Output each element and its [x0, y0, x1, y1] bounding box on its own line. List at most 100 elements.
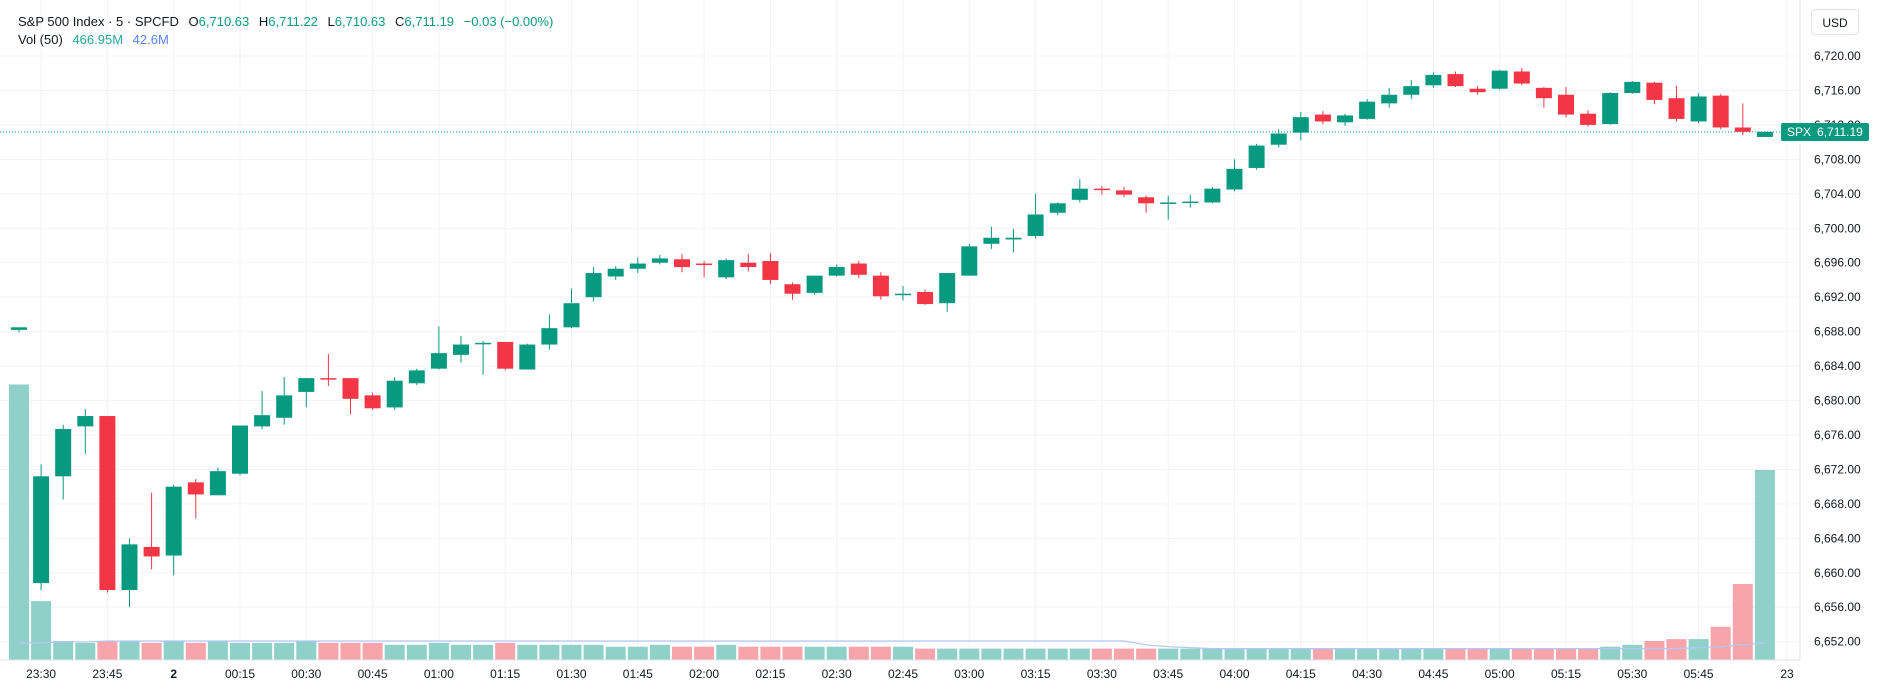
candle	[939, 273, 956, 312]
candle	[1624, 80, 1641, 94]
price-axis[interactable]: 6,652.00 6,656.00 6,660.00 6,664.00 6,668.00…	[1799, 0, 1861, 660]
candle	[187, 478, 204, 519]
time-tick-label: 04:45	[1418, 667, 1448, 681]
candle	[519, 343, 536, 370]
candle-body	[430, 353, 447, 369]
volume-bar	[473, 644, 494, 660]
volume-bar	[848, 646, 869, 660]
volume-bar	[340, 642, 361, 660]
volume-bar	[1003, 648, 1024, 660]
volume-bar	[318, 642, 339, 660]
candle	[430, 326, 447, 370]
candle-body	[165, 486, 182, 556]
candles	[11, 68, 1773, 608]
volume-bar	[605, 646, 626, 660]
candle	[828, 264, 845, 277]
volume-ma-line	[19, 640, 1765, 650]
price-tick-label: 6,680.00	[1814, 394, 1861, 408]
candle-body	[674, 259, 690, 268]
volume-bar	[1268, 648, 1289, 660]
candle-body	[983, 237, 1000, 244]
candle	[1359, 99, 1376, 120]
volume-bar	[915, 648, 936, 660]
candle	[674, 254, 690, 273]
time-tick-label: 04:00	[1219, 667, 1249, 681]
candle	[806, 275, 823, 295]
volume-bar	[1025, 648, 1046, 660]
candle-body	[1292, 117, 1309, 133]
time-tick-label: 23	[1780, 667, 1794, 681]
candle	[1270, 129, 1287, 148]
volume-bar	[1732, 584, 1753, 660]
volume-bar	[451, 644, 471, 660]
volume-bar	[1489, 648, 1510, 660]
candle-body	[563, 303, 580, 328]
volume-bar	[981, 648, 1002, 660]
candle	[497, 341, 514, 371]
candle-body	[696, 263, 713, 266]
candle	[629, 257, 646, 274]
candle	[276, 377, 293, 425]
volume-bar	[495, 642, 516, 660]
price-tag-symbol: SPX	[1787, 125, 1812, 139]
candle-body	[1049, 203, 1066, 213]
volume-bar	[31, 601, 52, 660]
candle-body	[1734, 127, 1751, 132]
volume-bar	[75, 642, 96, 660]
legend-volume-row: Vol (50) 466.95M 42.6M	[18, 31, 553, 49]
time-tick-label: 04:30	[1352, 667, 1382, 681]
volume-bar	[1467, 648, 1488, 660]
currency-button[interactable]: USD	[1811, 9, 1859, 35]
volume-bar	[296, 641, 317, 660]
price-tick-label: 6,676.00	[1814, 428, 1861, 442]
candle	[1160, 195, 1177, 220]
time-tick-label: 05:00	[1485, 667, 1515, 681]
candle-body	[740, 262, 757, 268]
time-tick-label: 00:30	[291, 667, 321, 681]
candle-body	[1535, 87, 1552, 99]
candle	[33, 464, 50, 591]
candle	[1314, 111, 1331, 125]
volume-bar	[1335, 648, 1355, 660]
candle-body	[1071, 188, 1088, 200]
candle	[320, 354, 337, 386]
candle-body	[99, 416, 116, 591]
legend-ohlc-row: S&P 500 Index · 5 · SPCFD O6,710.63 H6,7…	[18, 13, 553, 31]
volume-bar	[1312, 648, 1333, 660]
candle-body	[828, 267, 845, 276]
candle	[607, 266, 624, 280]
volume-bar	[1379, 648, 1400, 660]
legend-volume-label[interactable]: Vol (50)	[18, 32, 63, 47]
price-tick-label: 6,700.00	[1814, 221, 1861, 235]
candle	[99, 416, 116, 593]
volume-ma-series	[19, 640, 1765, 650]
candle-body	[475, 342, 492, 345]
candle-body	[1646, 82, 1663, 100]
candle-body	[1005, 237, 1022, 240]
volume-bar	[163, 641, 184, 660]
candle-body	[1116, 190, 1132, 195]
candle	[1558, 87, 1574, 118]
time-axis[interactable]: 23:30 23:45 2 00:15 00:30 00:45 01:00 01:15 01:3…	[0, 659, 1800, 681]
candle	[895, 285, 911, 301]
volume-bar	[870, 646, 891, 660]
volume-bar	[428, 642, 449, 660]
candle	[1734, 103, 1751, 136]
candle	[1248, 143, 1265, 170]
candle	[1093, 186, 1110, 195]
candle-body	[872, 275, 889, 297]
legend-title[interactable]: S&P 500 Index · 5 · SPCFD	[18, 14, 179, 29]
candle	[1668, 86, 1685, 122]
volume-bar	[672, 646, 692, 660]
volume-bar	[141, 642, 162, 660]
volume-bar	[230, 642, 250, 660]
candle-body	[806, 275, 823, 293]
candle	[1690, 93, 1707, 124]
candle-body	[77, 416, 94, 427]
time-tick-label: 02:30	[822, 667, 852, 681]
candle	[1226, 159, 1243, 192]
candle	[1513, 68, 1530, 86]
volume-bar	[738, 646, 759, 660]
